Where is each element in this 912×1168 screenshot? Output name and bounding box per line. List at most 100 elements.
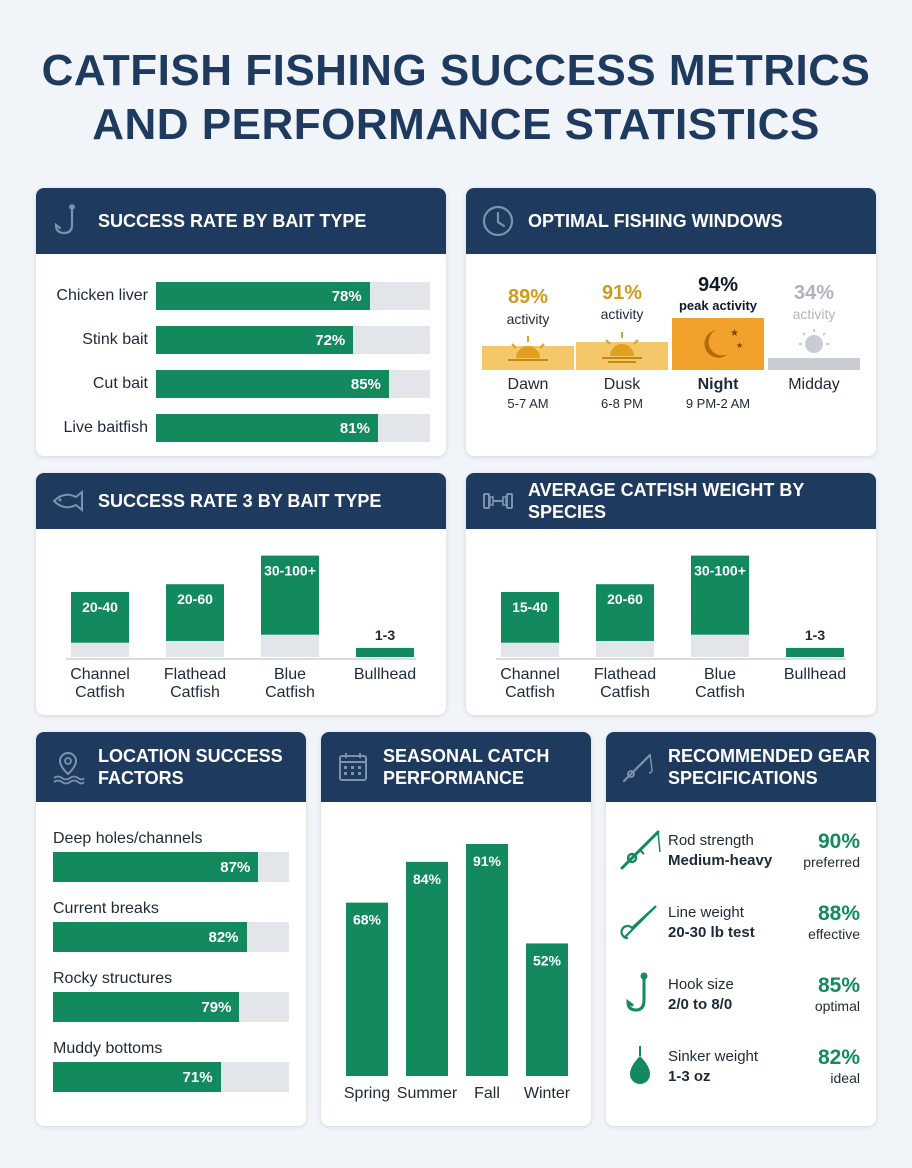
range-label: 20-60 (607, 591, 643, 607)
fishing-rod-icon (622, 753, 653, 783)
species-label: Channel (500, 666, 560, 683)
season-bar: 52% Winter (524, 943, 571, 1102)
species-label-2: Catfish (170, 684, 220, 701)
bar-fill: 85% (156, 370, 389, 398)
gear-pct: 90% (817, 830, 860, 853)
sunset-icon (576, 332, 668, 370)
window-name: Dusk (603, 376, 641, 393)
bar-value: 85% (350, 375, 381, 393)
species-label-2: Catfish (75, 684, 125, 701)
gear-pct: 82% (817, 1046, 860, 1069)
bar-track: 82% (53, 922, 289, 952)
window-sub: activity (792, 306, 836, 322)
card-header: LOCATION SUCCESS FACTORS (36, 732, 306, 802)
bar-value: 52% (533, 952, 562, 968)
fishhook-icon (54, 204, 75, 235)
bar-rect (466, 844, 508, 1076)
species-label-2: Catfish (265, 684, 315, 701)
range-label: 20-40 (82, 599, 118, 615)
bar-value: 87% (220, 858, 251, 876)
species-label: Blue (274, 666, 306, 683)
range-label: 30-100+ (694, 563, 746, 579)
range-label: 1-3 (375, 627, 395, 643)
card-header: SUCCESS RATE BY BAIT TYPE (36, 188, 446, 254)
bar-value: 91% (473, 853, 502, 869)
card-header: AVERAGE CATFISH WEIGHT BY SPECIES (466, 473, 876, 529)
species-bar-chart: 20-40ChannelCatfish20-60FlatheadCatfish3… (66, 555, 416, 701)
rod-icon (620, 830, 661, 870)
season-bar: 91% Fall (466, 844, 508, 1102)
species-bar: 1-3 Bullhead (354, 627, 416, 683)
bar-fill: 87% (53, 852, 259, 882)
gear-spec: 20-30 lb test (668, 924, 755, 941)
location-pin-icon (53, 751, 85, 785)
gear-sub: preferred (803, 854, 860, 870)
bar-value: 71% (182, 1068, 213, 1086)
species-bar-chart: 15-40ChannelCatfish20-60FlatheadCatfish3… (496, 555, 846, 701)
bar-fill: 81% (156, 414, 378, 442)
bar-track: 81% (156, 414, 430, 442)
bar-base (261, 634, 319, 657)
bar-label: Live baitfish (63, 419, 149, 436)
gear-specs-card: RECOMMENDED GEAR SPECIFICATIONS Rod stre… (606, 732, 876, 1126)
bar-track: 79% (53, 992, 289, 1022)
window-time: 5-7 AM (507, 396, 549, 411)
season-label: Summer (397, 1085, 458, 1102)
card-header: SUCCESS RATE 3 BY BAIT TYPE (36, 473, 446, 529)
gear-sub: effective (808, 926, 860, 942)
calendar-icon (339, 753, 367, 781)
fish-icon (52, 489, 83, 513)
range-label: 30-100+ (264, 563, 316, 579)
moon-icon: ★ ★ (672, 318, 764, 370)
card-header: OPTIMAL FISHING WINDOWS (466, 188, 876, 254)
bar-track: 71% (53, 1062, 289, 1092)
window-name: Midday (788, 376, 840, 393)
bar-fill: 79% (53, 992, 240, 1022)
bar-value: 79% (201, 998, 232, 1016)
gear-spec: Medium-heavy (668, 852, 773, 869)
gear-sub: ideal (830, 1070, 860, 1086)
bar-value: 78% (331, 287, 362, 305)
card-title-line-2: PERFORMANCE (383, 768, 525, 788)
bar-fill: 71% (53, 1062, 221, 1092)
species-label: Bullhead (784, 666, 846, 683)
window-sub: activity (600, 306, 644, 322)
bar-value: 81% (339, 419, 370, 437)
species-weight-card: AVERAGE CATFISH WEIGHT BY SPECIES 15-40 C… (466, 473, 876, 715)
gear-pct: 88% (817, 902, 860, 925)
window-name: Dawn (507, 376, 549, 393)
card-header: SEASONAL CATCH PERFORMANCE (321, 732, 591, 802)
window-pct: 34% (793, 282, 835, 304)
bar-track: 85% (156, 370, 430, 398)
gear-spec: 2/0 to 8/0 (668, 996, 733, 1013)
bar-rect (356, 647, 414, 657)
window-name: Night (697, 376, 739, 393)
bar-label: Muddy bottoms (53, 1040, 163, 1057)
card-header: RECOMMENDED GEAR SPECIFICATIONS (606, 732, 876, 802)
species-label: Bullhead (354, 666, 416, 683)
bar-label: Deep holes/channels (53, 830, 203, 847)
bar-base (71, 642, 129, 657)
season-label: Fall (474, 1085, 500, 1102)
bar-rect (346, 902, 388, 1076)
hook-icon (626, 972, 648, 1012)
season-label: Spring (344, 1085, 390, 1102)
bar-base (166, 640, 224, 657)
bar-fill: 72% (156, 326, 354, 354)
bar-fill: 82% (53, 922, 247, 952)
species-success-card: SUCCESS RATE 3 BY BAIT TYPE 20-40 Channel… (36, 473, 446, 715)
window-pct: 94% (697, 274, 739, 296)
species-bar: 1-3 Bullhead (784, 627, 846, 683)
bar-fill: 78% (156, 282, 370, 310)
species-label: Flathead (594, 666, 656, 683)
range-label: 20-60 (177, 591, 213, 607)
season-bar: 68% Spring (344, 902, 390, 1102)
bar-rect (786, 647, 844, 657)
card-title: SUCCESS RATE 3 BY BAIT TYPE (98, 491, 382, 511)
sinker-icon (630, 1046, 650, 1084)
gear-name: Rod strength (668, 832, 754, 849)
window-time: 9 PM-2 AM (685, 396, 751, 411)
dumbbell-icon (483, 493, 513, 509)
